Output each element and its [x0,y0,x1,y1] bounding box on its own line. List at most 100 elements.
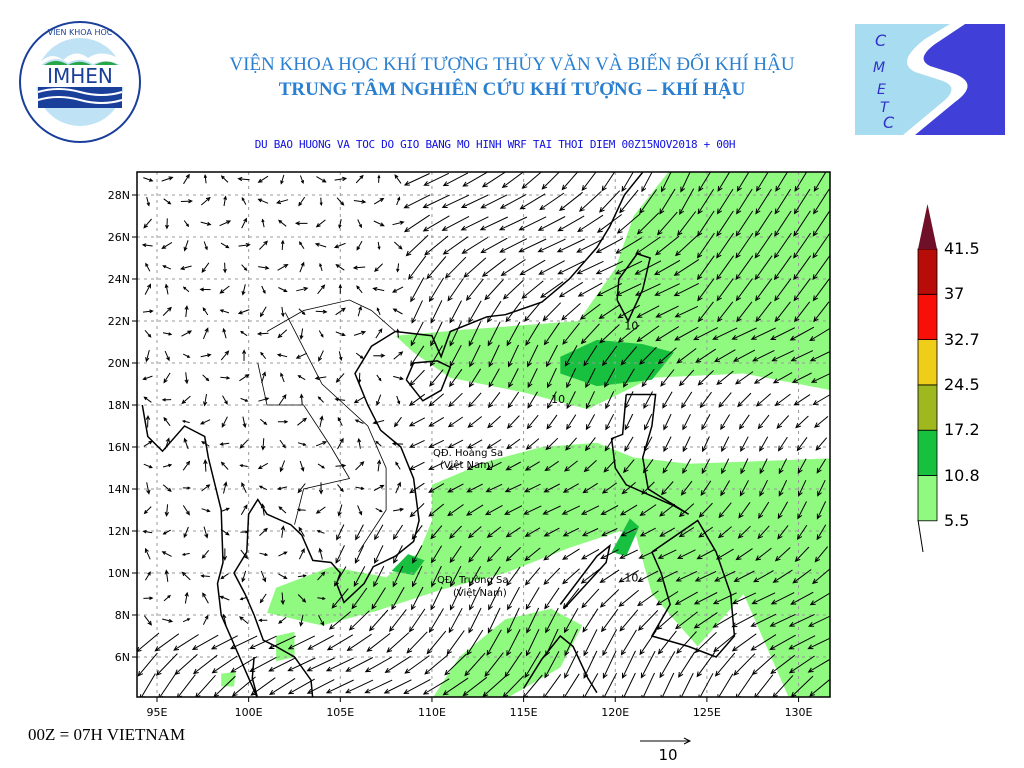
wind-arrow [241,284,246,296]
wind-arrow [229,635,258,650]
wind-arrow [296,508,306,512]
wind-arrow [562,527,580,537]
wind-arrow [466,461,483,470]
wind-arrow [258,618,268,622]
wind-arrow [144,615,152,626]
wind-arrow [624,413,634,431]
wind-arrow [335,373,345,383]
wind-arrow [700,480,712,497]
wind-arrow [257,462,269,470]
wind-arrow [297,375,306,381]
wind-arrow [357,505,363,516]
wind-arrow [257,175,269,183]
wind-arrow [794,546,810,563]
wind-arrow [468,300,482,324]
wind-arrow [146,196,150,207]
wind-arrow [480,237,508,254]
lat-tick-label: 12N [108,525,130,538]
colorbar-segment [917,248,938,295]
wind-arrow [374,545,384,564]
wind-arrow [481,172,506,188]
wind-arrow [796,524,808,540]
wind-arrow [259,306,267,318]
wind-arrow [556,238,585,253]
wind-arrow [582,608,599,633]
colorbar-label: 17.2 [944,420,980,440]
wind-arrow [657,630,677,655]
wind-arrow [446,630,465,656]
wind-arrow [297,594,307,603]
imhen-logo: IMHEN VIEN KHOA HOC [19,21,141,143]
wind-arrow [220,528,230,536]
wind-arrow [278,506,287,514]
wind-arrow [410,277,425,303]
wind-arrow [712,592,737,605]
wind-arrow [699,391,712,409]
wind-arrow [777,525,789,540]
wind-arrow [696,232,715,259]
coastline [405,360,452,402]
wind-arrow [376,307,381,315]
wind-arrow [739,480,749,497]
wind-arrow [733,653,756,676]
colorbar [917,204,938,553]
wind-arrow [447,504,464,517]
wind-arrow [299,261,305,273]
hoang-sa-label: QĐ. Hoàng Sa [433,447,503,459]
wind-speed-area-strong [611,518,640,557]
wind-arrow [392,308,403,315]
wind-arrow [678,503,695,518]
wind-arrow [751,654,776,676]
wind-arrow [759,436,769,452]
wind-arrow [161,398,172,402]
wind-arrow [466,629,484,656]
wind-arrow [527,344,539,368]
wind-arrow [223,262,227,274]
wind-arrow [655,235,680,256]
wind-speed-area-strong [560,339,674,387]
wind-arrow [260,503,266,516]
wind-arrow [698,526,713,538]
wind-arrow [337,504,343,517]
wind-arrow [383,679,412,694]
wind-arrow [526,607,540,634]
wind-arrow [603,459,616,473]
wind-arrow [278,219,287,227]
wind-arrow [771,350,794,362]
wind-arrow [242,349,247,361]
wind-arrow [278,573,288,579]
wind-arrow [562,483,579,493]
wind-arrow [595,237,624,254]
wind-arrow [364,679,393,694]
wind-arrow [318,330,324,338]
coastline [141,404,259,697]
wind-arrow [769,634,796,650]
wind-arrow [249,656,277,672]
wind-arrow [720,480,731,497]
wind-arrow [462,172,488,187]
wind-arrow [353,566,366,588]
wind-arrow [524,527,541,537]
wind-arrow [701,414,711,431]
wind-arrow [519,193,546,210]
wind-arrow [620,346,638,366]
wind-arrow [735,278,753,302]
wind-arrow [581,528,599,537]
wind-arrow [480,194,508,209]
wind-arrow [441,215,470,231]
wind-arrow [717,172,731,192]
wind-arrow [191,634,219,650]
wind-arrow [181,571,191,581]
wind-arrow [466,504,484,516]
wind-arrow [716,232,735,259]
wind-arrow [586,391,595,410]
wind-arrow [754,232,773,259]
wind-arrow [487,566,501,587]
wind-arrow [583,650,598,679]
wind-arrow [449,586,462,611]
wind-arrow [583,460,597,473]
lon-tick-label: 95E [147,706,168,719]
wind-arrow [163,372,171,384]
wind-arrow [774,210,792,237]
wind-arrow [373,565,385,588]
